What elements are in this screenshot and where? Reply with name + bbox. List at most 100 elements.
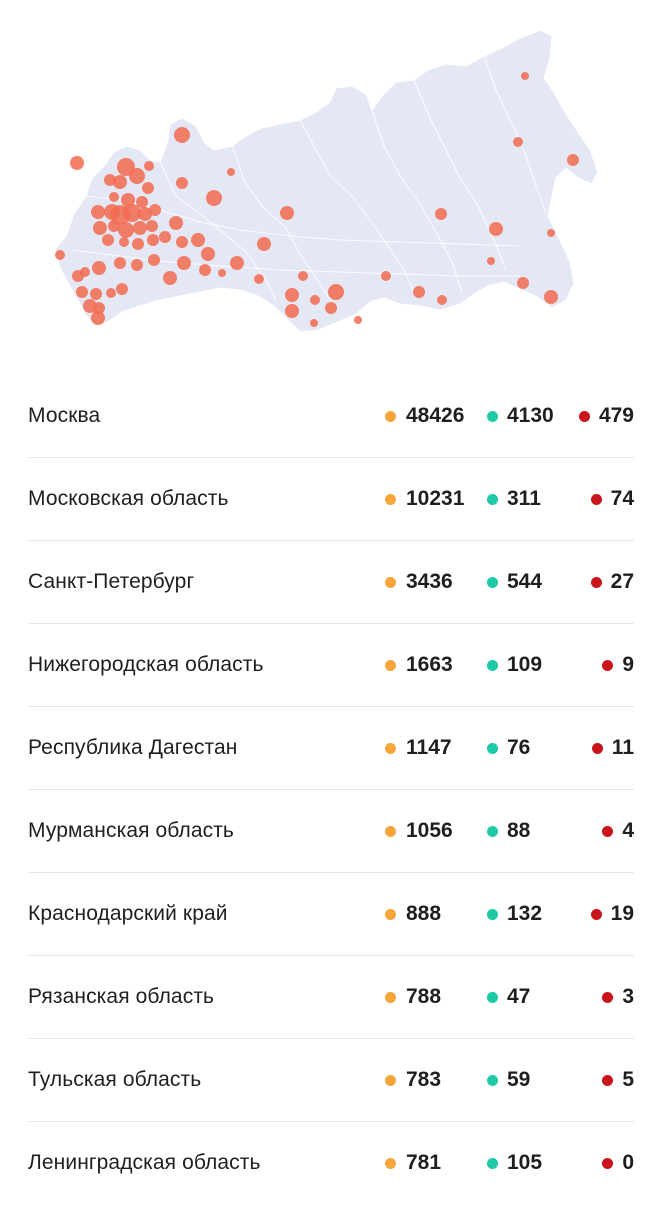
deaths-dot-icon: [602, 826, 614, 837]
case-bubble[interactable]: [177, 256, 191, 270]
case-bubble[interactable]: [174, 127, 190, 143]
case-bubble[interactable]: [121, 193, 135, 207]
case-bubble[interactable]: [199, 264, 211, 276]
case-bubble[interactable]: [298, 271, 308, 281]
case-bubble[interactable]: [55, 250, 65, 260]
case-bubble[interactable]: [119, 237, 129, 247]
case-bubble[interactable]: [70, 156, 84, 170]
case-bubble[interactable]: [437, 295, 447, 305]
case-bubble[interactable]: [489, 222, 503, 236]
case-bubble[interactable]: [285, 304, 299, 318]
case-bubble[interactable]: [136, 196, 148, 208]
region-row[interactable]: Тульская область 783 59 5: [0, 1039, 654, 1122]
case-bubble[interactable]: [280, 206, 294, 220]
case-bubble[interactable]: [227, 168, 235, 176]
case-bubble[interactable]: [310, 295, 320, 305]
case-bubble[interactable]: [144, 161, 154, 171]
case-bubble[interactable]: [206, 190, 222, 206]
case-bubble[interactable]: [159, 231, 171, 243]
case-bubble[interactable]: [176, 177, 188, 189]
row-divider: [28, 1038, 634, 1039]
case-bubble[interactable]: [435, 208, 447, 220]
case-bubble[interactable]: [191, 233, 205, 247]
case-bubble[interactable]: [544, 290, 558, 304]
case-bubble[interactable]: [118, 222, 134, 238]
case-bubble[interactable]: [147, 234, 159, 246]
case-bubble[interactable]: [230, 256, 244, 270]
infected-count: 3436: [406, 570, 453, 593]
case-bubble[interactable]: [285, 288, 299, 302]
case-bubble[interactable]: [513, 137, 523, 147]
region-row[interactable]: Нижегородская область 1663 109 9: [0, 624, 654, 707]
region-row[interactable]: Мурманская область 1056 88 4: [0, 790, 654, 873]
case-bubble[interactable]: [413, 286, 425, 298]
case-bubble[interactable]: [90, 288, 102, 300]
case-bubble[interactable]: [131, 259, 143, 271]
case-bubble[interactable]: [114, 257, 126, 269]
case-bubble[interactable]: [257, 237, 271, 251]
case-bubble[interactable]: [176, 236, 188, 248]
case-bubble[interactable]: [487, 257, 495, 265]
case-bubble[interactable]: [521, 72, 529, 80]
case-bubble[interactable]: [567, 154, 579, 166]
case-bubble[interactable]: [102, 234, 114, 246]
case-bubble[interactable]: [129, 168, 145, 184]
case-bubble[interactable]: [310, 319, 318, 327]
recovered-count: 59: [507, 1068, 531, 1091]
case-bubble[interactable]: [146, 220, 158, 232]
case-bubble[interactable]: [138, 207, 152, 221]
infected-dot-icon: [385, 743, 396, 754]
region-row[interactable]: Краснодарский край 888 132 19: [0, 873, 654, 956]
region-row[interactable]: Москва 48426 4130 479: [0, 375, 654, 458]
case-bubble[interactable]: [80, 267, 90, 277]
infected-count: 783: [406, 1068, 442, 1091]
region-name: Ленинградская область: [28, 1151, 261, 1174]
case-bubble[interactable]: [381, 271, 391, 281]
case-bubble[interactable]: [169, 216, 183, 230]
cases-map[interactable]: [0, 0, 654, 360]
region-name: Рязанская область: [28, 985, 215, 1008]
region-list: Москва 48426 4130 479 Московская область…: [0, 375, 654, 1205]
region-name: Санкт-Петербург: [28, 570, 195, 593]
case-bubble[interactable]: [91, 205, 105, 219]
case-bubble[interactable]: [133, 221, 147, 235]
case-bubble[interactable]: [201, 247, 215, 261]
case-bubble[interactable]: [116, 283, 128, 295]
region-name: Тульская область: [28, 1068, 202, 1091]
case-bubble[interactable]: [104, 174, 116, 186]
case-bubble[interactable]: [92, 261, 106, 275]
infected-count: 1056: [406, 819, 453, 842]
case-bubble[interactable]: [354, 316, 362, 324]
case-bubble[interactable]: [547, 229, 555, 237]
case-bubble[interactable]: [325, 302, 337, 314]
region-row[interactable]: Московская область 10231 311 74: [0, 458, 654, 541]
recovered-dot-icon: [487, 743, 498, 754]
region-row[interactable]: Ленинградская область 781 105 0: [0, 1122, 654, 1205]
case-bubble[interactable]: [93, 302, 105, 314]
region-row[interactable]: Рязанская область 788 47 3: [0, 956, 654, 1039]
case-bubble[interactable]: [108, 220, 120, 232]
case-bubble[interactable]: [132, 238, 144, 250]
deaths-dot-icon: [590, 909, 602, 920]
case-bubble[interactable]: [123, 204, 141, 222]
case-bubble[interactable]: [93, 221, 107, 235]
case-bubble[interactable]: [106, 288, 116, 298]
case-bubble[interactable]: [142, 182, 154, 194]
case-bubble[interactable]: [91, 311, 105, 325]
case-bubble[interactable]: [517, 277, 529, 289]
case-bubble[interactable]: [113, 175, 127, 189]
case-bubble[interactable]: [328, 284, 344, 300]
infected-count: 788: [406, 985, 442, 1008]
case-bubble[interactable]: [76, 286, 88, 298]
case-bubble[interactable]: [218, 269, 226, 277]
region-row[interactable]: Санкт-Петербург 3436 544 27: [0, 541, 654, 624]
row-divider: [28, 789, 634, 790]
case-bubble[interactable]: [163, 271, 177, 285]
case-bubble[interactable]: [254, 274, 264, 284]
row-divider: [28, 955, 634, 956]
case-bubble[interactable]: [149, 204, 161, 216]
case-bubble[interactable]: [109, 192, 119, 202]
region-row[interactable]: Республика Дагестан 1147 76 11: [0, 707, 654, 790]
deaths-dot-icon: [591, 743, 603, 754]
case-bubble[interactable]: [148, 254, 160, 266]
